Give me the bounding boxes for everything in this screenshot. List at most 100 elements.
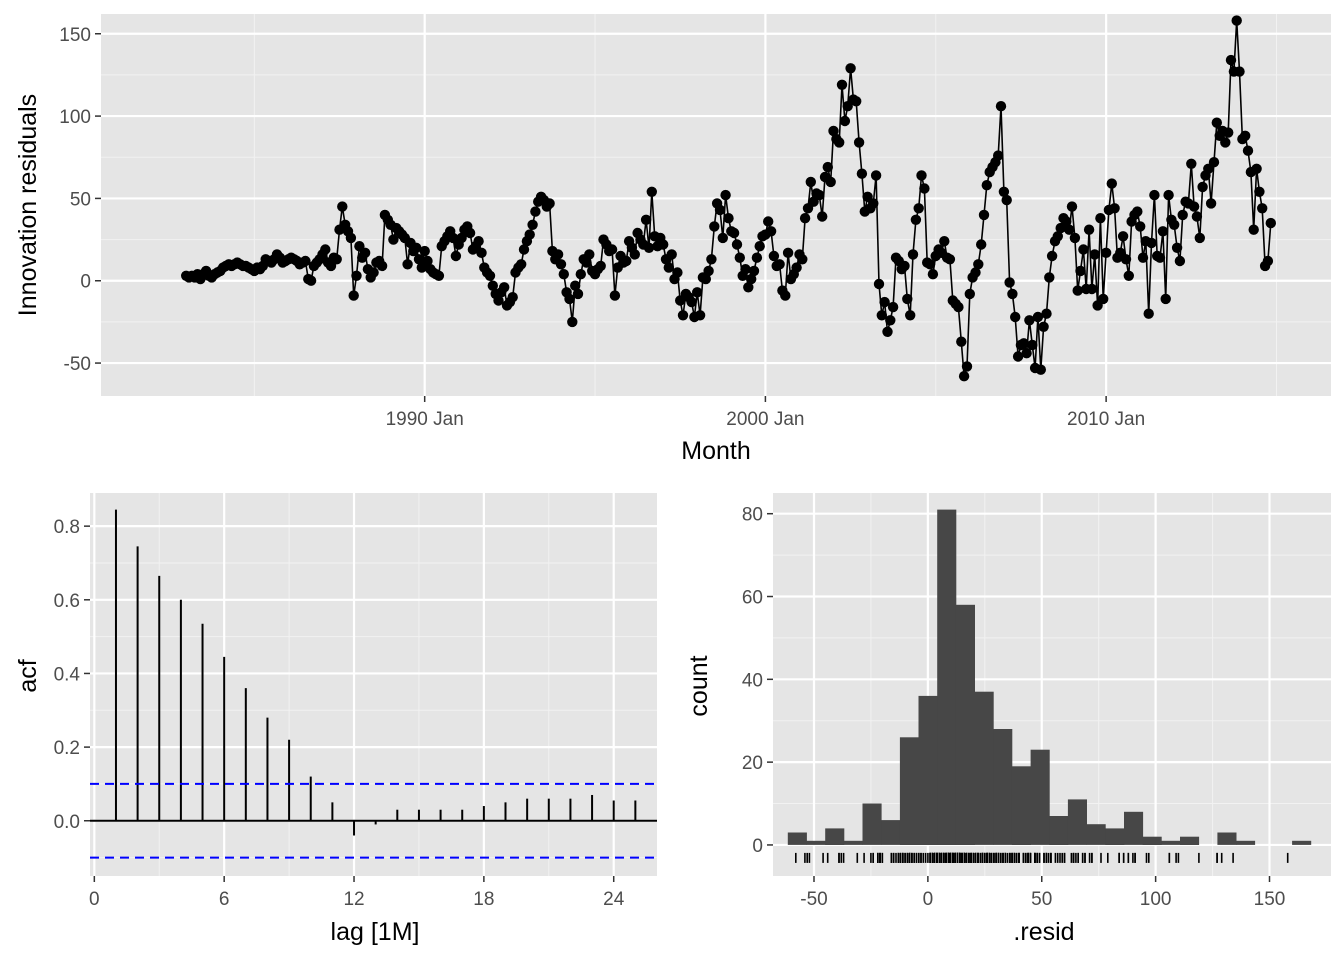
residual-point <box>606 244 618 255</box>
residual-point <box>882 326 893 337</box>
residual-point <box>1191 211 1203 222</box>
residual-point <box>337 201 348 212</box>
residual-point <box>413 254 425 265</box>
residual-point <box>320 244 331 255</box>
histogram-bar <box>1030 749 1050 845</box>
residual-point <box>1257 203 1268 214</box>
residual-point <box>1021 348 1032 359</box>
residual-point <box>411 242 422 253</box>
residual-point <box>422 255 433 267</box>
residual-point <box>672 267 683 278</box>
residual-point <box>1262 255 1274 267</box>
residual-point <box>433 270 445 281</box>
residual-point <box>751 252 763 263</box>
residuals-time-plot: -50 0 50 100 150 1990 Jan 2000 Jan 2010 Jan Mo… <box>14 14 1331 465</box>
residual-point <box>973 259 984 270</box>
residual-point <box>1171 242 1183 253</box>
residual-point <box>905 310 916 321</box>
residual-point <box>1117 231 1129 242</box>
residual-point <box>743 282 754 293</box>
y-axis-ticks: -50 0 50 100 150 <box>59 25 101 375</box>
residual-point <box>1265 217 1277 229</box>
residual-point <box>734 252 745 263</box>
residual-point <box>714 204 726 216</box>
residual-point <box>1251 163 1262 174</box>
residual-point <box>961 361 973 372</box>
residual-point <box>351 270 362 281</box>
residual-point <box>1075 265 1086 277</box>
residual-point <box>720 189 731 201</box>
residual-point <box>791 262 802 273</box>
residual-point <box>876 310 887 321</box>
residual-point <box>419 245 430 257</box>
residual-point <box>1211 117 1223 128</box>
residual-point <box>956 336 967 347</box>
residual-point <box>953 301 964 313</box>
residual-point <box>558 269 569 280</box>
histogram-bar <box>1049 816 1069 845</box>
residual-point <box>1052 231 1064 242</box>
x-tick-label: 12 <box>343 889 364 910</box>
x-tick-label: 24 <box>603 889 625 910</box>
histogram-bar <box>1161 840 1181 845</box>
residual-point <box>524 229 535 240</box>
residual-point <box>1069 232 1081 244</box>
residual-point <box>885 315 896 326</box>
residual-point <box>499 282 510 293</box>
residual-point <box>731 239 743 250</box>
residual-point <box>1146 237 1157 249</box>
residual-point <box>887 301 899 313</box>
residual-point <box>870 170 882 181</box>
residual-point <box>1242 145 1254 156</box>
x-axis-title: .resid <box>1013 918 1074 946</box>
residual-point <box>703 265 714 277</box>
residual-point <box>1095 213 1106 224</box>
residual-point <box>1120 254 1132 265</box>
residual-point <box>834 137 845 148</box>
y-tick-label: 0.4 <box>54 664 81 685</box>
residual-point <box>740 264 751 275</box>
residual-point <box>1154 252 1166 263</box>
residual-point <box>1083 224 1095 235</box>
residual-point <box>814 189 825 201</box>
residual-point <box>706 254 717 265</box>
x-axis-ticks: 0 6 12 18 24 <box>89 876 625 910</box>
residual-point <box>1123 270 1135 281</box>
residual-point <box>797 254 808 265</box>
histogram-bar <box>974 691 994 845</box>
residual-point <box>1254 186 1265 197</box>
histogram-bar <box>1105 828 1125 845</box>
residual-point <box>1012 351 1024 362</box>
x-tick-label: 50 <box>1031 889 1052 910</box>
residual-point <box>300 255 311 267</box>
histogram-bar <box>993 729 1013 845</box>
histogram-bar <box>1236 840 1256 845</box>
y-tick-label: 150 <box>59 25 91 46</box>
y-tick-label: 100 <box>59 107 91 128</box>
histogram-bar <box>918 695 938 845</box>
residual-point <box>780 290 791 301</box>
residual-point <box>709 221 720 232</box>
residual-point <box>924 259 936 270</box>
residual-point <box>572 288 584 300</box>
residual-point <box>507 292 518 303</box>
residual-point <box>1223 127 1234 138</box>
x-tick-label: 150 <box>1254 889 1286 910</box>
residual-point <box>1177 209 1188 221</box>
residual-point <box>570 280 581 291</box>
residual-point <box>748 265 760 277</box>
y-tick-label: 50 <box>70 189 91 210</box>
histogram-bar <box>1142 836 1162 845</box>
residual-point <box>817 211 828 222</box>
residual-point <box>686 296 697 308</box>
residual-point <box>1098 293 1109 305</box>
residual-point <box>879 296 890 308</box>
residual-point <box>646 186 657 197</box>
x-tick-label: 1990 Jan <box>386 409 464 430</box>
residual-point <box>993 150 1004 161</box>
residual-point <box>581 257 592 268</box>
residual-point <box>910 214 922 225</box>
histogram-bar <box>1217 832 1237 845</box>
y-axis-ticks: 0 20 40 60 80 <box>742 505 773 857</box>
residual-point <box>1044 272 1055 283</box>
